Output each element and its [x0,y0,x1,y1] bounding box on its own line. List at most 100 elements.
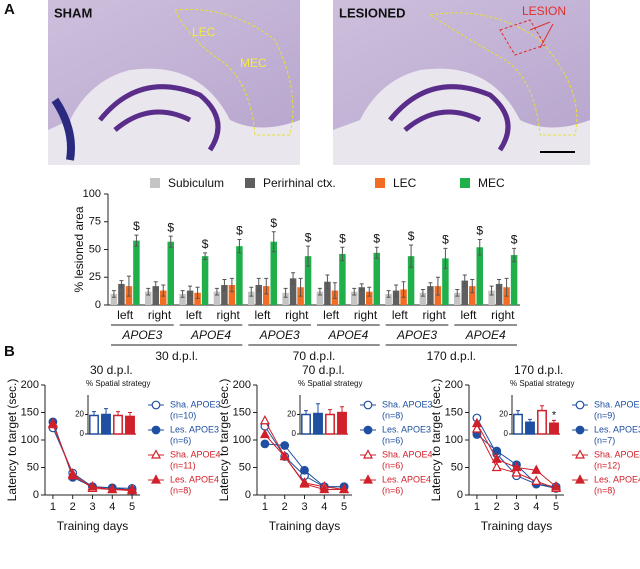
error-bar [317,287,322,296]
x-tick-label: 3 [89,501,95,513]
inset-y-tick-label: 0 [292,429,297,438]
inset-error-bar [552,419,556,424]
y-tick-label: 25 [89,271,101,283]
error-bar [374,246,379,259]
error-bar [394,284,399,297]
chart-title: 30 d.p.l. [90,363,133,377]
y-tick-label: 50 [89,243,101,255]
legend-n: (n=8) [170,485,191,495]
error-bar [409,244,414,268]
point [471,417,482,428]
y-axis-label: % lesioned area [72,206,86,292]
panel-label: A [4,1,15,18]
bar [442,258,449,305]
point [259,428,270,439]
bar [434,286,442,305]
error-bar [340,246,345,262]
bar [255,285,262,305]
y-tick-label: 150 [445,406,463,418]
error-bar [306,245,311,267]
error-bar [249,286,254,297]
bar [373,252,380,305]
x-tick-label: 4 [321,501,327,513]
point [491,461,502,472]
point [511,461,522,472]
legend-n: (n=10) [170,410,196,420]
error-bar [428,282,433,290]
y-tick-label: 150 [21,406,39,418]
y-tick-label: 50 [239,461,251,473]
bar [392,290,400,305]
inset-title: % Spatial strategy [86,379,150,388]
histology-lesioned: LESIONED LESION [333,0,590,165]
inset-error-bar [340,406,344,413]
legend-label: Les. APOE4 [170,474,219,484]
y-tick-label: 50 [27,461,39,473]
bar [248,291,255,305]
error-bar [203,252,208,260]
error-bar [352,287,357,296]
bar [469,286,476,305]
legend-label: Les. APOE3 [170,424,219,434]
legend-label: Subiculum [168,176,224,190]
outline [428,12,578,136]
inset-error-bar [328,409,332,415]
inset-title: % Spatial strategy [298,379,362,388]
legend-marker [151,425,161,435]
hippocampus [98,84,221,152]
error-bar [283,287,288,298]
x-tick-label: right [422,308,446,322]
error-bar [291,272,296,285]
legend-label: LEC [393,176,417,190]
bar [160,290,167,305]
group-label: APOE3 [259,328,300,342]
legend-swatch [150,178,160,188]
error-bar [325,274,330,289]
legend-label: Les. APOE3 [594,424,640,434]
bar [476,247,483,305]
x-tick-label: 4 [109,501,115,513]
histology-sham: SHAM LEC MEC [48,0,300,165]
legend-n: (n=12) [594,460,620,470]
period-label: 170 d.p.l. [427,349,476,363]
inset-error-bar [92,411,96,416]
error-bar [359,283,364,292]
y-tick-label: 100 [83,188,101,200]
significance-marker: $ [167,220,174,234]
error-bar [256,277,261,293]
legend-swatch [460,178,470,188]
point [67,469,78,480]
point [280,441,290,450]
bar [351,291,358,305]
region-label: MEC [240,56,267,70]
x-tick-label: 2 [70,501,76,513]
bar [194,292,201,305]
legend-n: (n=6) [170,435,191,445]
error-bar [222,278,227,292]
y-tick-label: 100 [445,434,463,446]
error-bar [153,281,158,292]
point [127,483,138,494]
inset-error-bar [316,403,320,414]
bar [152,286,159,305]
significance-marker: $ [339,231,346,245]
group-label: APOE3 [121,328,162,342]
inset-y-tick-label: 20 [287,410,296,419]
legend-marker [575,400,585,410]
y-tick-label: 0 [95,299,101,311]
legend-n: (n=8) [594,485,615,495]
point [511,467,522,477]
x-tick-label: 2 [494,501,500,513]
error-bar [264,277,269,295]
bar [304,256,312,305]
point [279,450,290,461]
significance-marker: $ [202,237,209,251]
inset-bar [337,411,347,435]
group-label: APOE4 [327,328,368,342]
significance-marker: $ [476,224,483,238]
point [339,483,350,494]
point [319,483,330,494]
point [259,414,270,425]
panel-label: B [4,343,15,360]
